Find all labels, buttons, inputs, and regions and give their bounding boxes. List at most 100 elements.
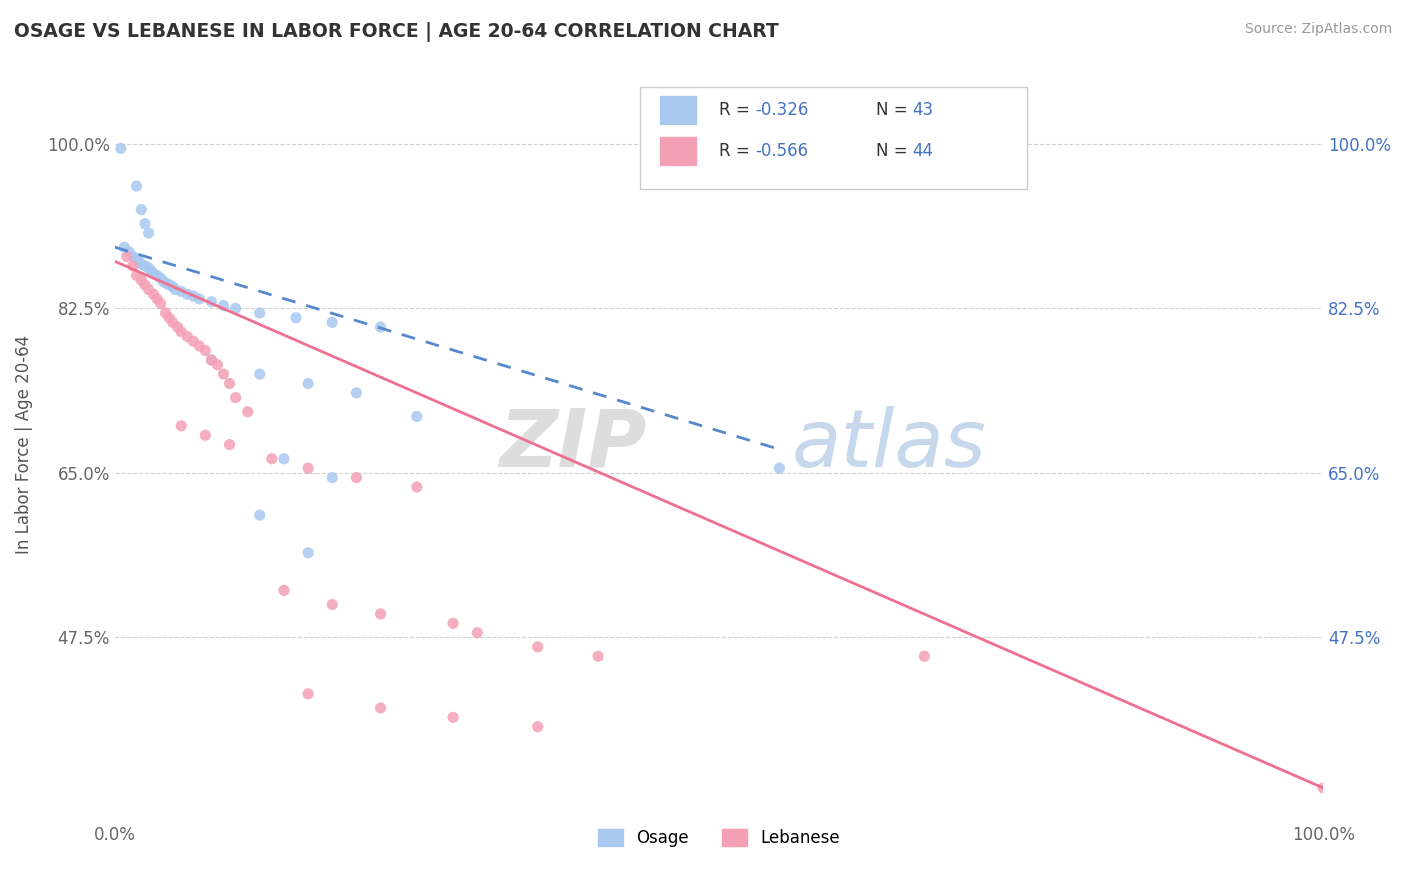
Point — [131, 257, 153, 271]
Point — [273, 583, 295, 598]
Point — [218, 376, 240, 391]
Point — [157, 277, 180, 292]
FancyBboxPatch shape — [658, 95, 697, 125]
Point — [118, 244, 141, 259]
Point — [115, 250, 138, 264]
Point — [405, 409, 427, 424]
Text: 44: 44 — [912, 142, 934, 161]
Point — [526, 640, 548, 654]
Point — [122, 259, 145, 273]
Point — [297, 376, 319, 391]
Point — [181, 289, 204, 303]
Point — [346, 470, 368, 484]
Point — [249, 367, 271, 381]
Point — [441, 616, 464, 631]
Point — [249, 508, 271, 523]
Text: ZIP: ZIP — [499, 406, 647, 483]
Point — [170, 325, 193, 339]
Point — [465, 625, 488, 640]
Text: OSAGE VS LEBANESE IN LABOR FORCE | AGE 20-64 CORRELATION CHART: OSAGE VS LEBANESE IN LABOR FORCE | AGE 2… — [14, 22, 779, 42]
Point — [297, 461, 319, 475]
Point — [138, 226, 160, 240]
Point — [125, 268, 148, 283]
Point — [155, 276, 177, 290]
Point — [176, 287, 198, 301]
Text: atlas: atlas — [792, 406, 986, 483]
Point — [321, 470, 343, 484]
Text: -0.566: -0.566 — [755, 142, 808, 161]
Point — [134, 277, 156, 292]
Point — [155, 306, 177, 320]
Point — [212, 298, 235, 312]
Point — [165, 283, 187, 297]
Point — [586, 649, 609, 664]
Text: N =: N = — [876, 142, 912, 161]
Point — [236, 405, 259, 419]
Point — [321, 315, 343, 329]
Point — [110, 141, 132, 155]
Point — [405, 480, 427, 494]
Y-axis label: In Labor Force | Age 20-64: In Labor Force | Age 20-64 — [15, 335, 32, 554]
Point — [146, 268, 169, 283]
Point — [170, 285, 193, 299]
Point — [370, 701, 392, 715]
Point — [370, 320, 392, 334]
Point — [321, 598, 343, 612]
Point — [207, 358, 229, 372]
Text: R =: R = — [718, 142, 755, 161]
Point — [212, 367, 235, 381]
Point — [285, 310, 308, 325]
Point — [441, 710, 464, 724]
Text: 43: 43 — [912, 101, 934, 119]
Point — [170, 418, 193, 433]
Point — [181, 334, 204, 349]
Point — [188, 339, 211, 353]
Point — [157, 310, 180, 325]
Point — [122, 250, 145, 264]
Text: Source: ZipAtlas.com: Source: ZipAtlas.com — [1244, 22, 1392, 37]
Point — [131, 202, 153, 217]
Point — [149, 271, 172, 285]
Point — [225, 301, 247, 316]
Point — [370, 607, 392, 621]
Point — [912, 649, 935, 664]
Point — [125, 252, 148, 266]
Text: -0.326: -0.326 — [755, 101, 808, 119]
Point — [146, 292, 169, 306]
Point — [142, 287, 165, 301]
Point — [152, 274, 174, 288]
Point — [138, 260, 160, 275]
Point — [162, 279, 184, 293]
Point — [149, 296, 172, 310]
Point — [142, 267, 165, 281]
Point — [112, 240, 135, 254]
Point — [125, 179, 148, 194]
Legend: Osage, Lebanese: Osage, Lebanese — [591, 822, 846, 854]
Point — [297, 546, 319, 560]
Point — [194, 343, 217, 358]
Point — [768, 461, 790, 475]
Point — [139, 263, 162, 277]
Point — [200, 353, 222, 368]
FancyBboxPatch shape — [640, 87, 1028, 189]
Point — [297, 687, 319, 701]
FancyBboxPatch shape — [658, 136, 697, 166]
Point — [273, 451, 295, 466]
Point — [138, 283, 160, 297]
Text: R =: R = — [718, 101, 755, 119]
Point — [1312, 780, 1334, 795]
Point — [128, 254, 150, 268]
Point — [162, 315, 184, 329]
Point — [249, 306, 271, 320]
Point — [200, 353, 222, 368]
Point — [194, 428, 217, 442]
Point — [188, 292, 211, 306]
Point — [218, 437, 240, 451]
Point — [225, 391, 247, 405]
Point — [200, 294, 222, 309]
Point — [176, 329, 198, 343]
Text: N =: N = — [876, 101, 912, 119]
Point — [260, 451, 283, 466]
Point — [346, 386, 368, 401]
Point — [166, 320, 188, 334]
